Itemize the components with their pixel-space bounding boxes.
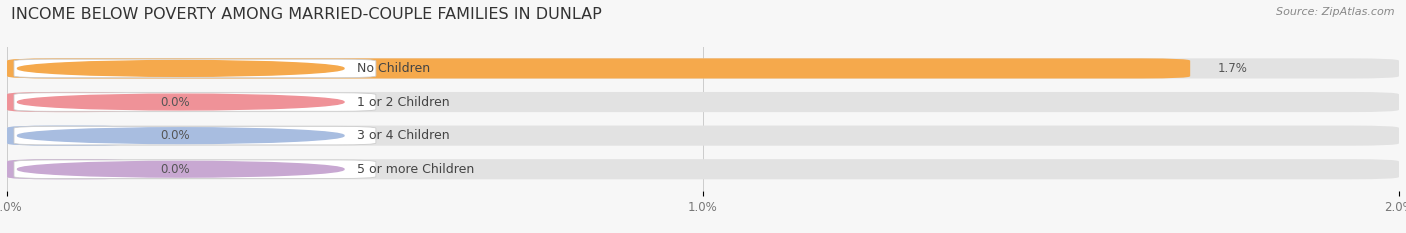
Circle shape — [17, 94, 344, 110]
FancyBboxPatch shape — [7, 58, 1399, 79]
Text: Source: ZipAtlas.com: Source: ZipAtlas.com — [1277, 7, 1395, 17]
FancyBboxPatch shape — [14, 126, 375, 145]
Text: 1 or 2 Children: 1 or 2 Children — [357, 96, 449, 109]
FancyBboxPatch shape — [14, 59, 375, 78]
Text: No Children: No Children — [357, 62, 430, 75]
FancyBboxPatch shape — [7, 58, 1191, 79]
Text: 3 or 4 Children: 3 or 4 Children — [357, 129, 449, 142]
FancyBboxPatch shape — [7, 126, 132, 146]
FancyBboxPatch shape — [7, 159, 1399, 179]
FancyBboxPatch shape — [7, 92, 1399, 112]
Text: 1.7%: 1.7% — [1218, 62, 1249, 75]
Circle shape — [17, 128, 344, 144]
Text: 0.0%: 0.0% — [160, 96, 190, 109]
Circle shape — [17, 161, 344, 177]
Text: INCOME BELOW POVERTY AMONG MARRIED-COUPLE FAMILIES IN DUNLAP: INCOME BELOW POVERTY AMONG MARRIED-COUPL… — [11, 7, 602, 22]
FancyBboxPatch shape — [7, 92, 132, 112]
Text: 0.0%: 0.0% — [160, 163, 190, 176]
FancyBboxPatch shape — [14, 160, 375, 178]
FancyBboxPatch shape — [7, 126, 1399, 146]
Text: 5 or more Children: 5 or more Children — [357, 163, 474, 176]
Circle shape — [17, 61, 344, 76]
FancyBboxPatch shape — [7, 159, 132, 179]
Text: 0.0%: 0.0% — [160, 129, 190, 142]
FancyBboxPatch shape — [14, 93, 375, 111]
